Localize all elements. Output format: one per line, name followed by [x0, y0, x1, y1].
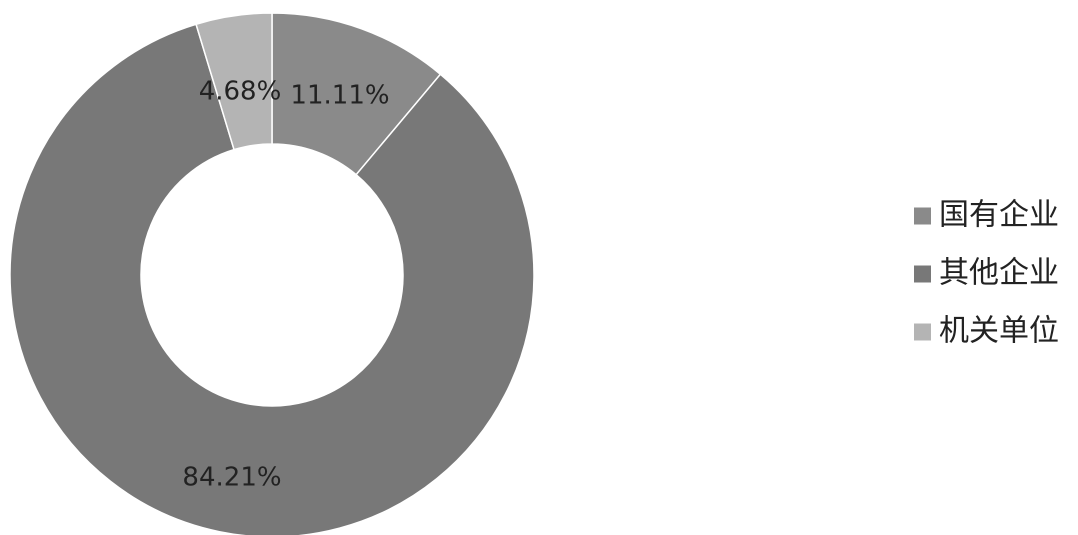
- data-label-2: 84.21%: [182, 463, 281, 493]
- legend-label-2: 其他企业: [939, 256, 1059, 291]
- slice-2: [9, 23, 535, 535]
- slice-labels: 11.11% 84.21% 4.68%: [182, 77, 389, 493]
- data-label-3: 4.68%: [199, 77, 282, 107]
- legend-swatch-1: [914, 207, 931, 225]
- legend-label-3: 机关单位: [939, 314, 1059, 349]
- legend-swatch-2: [914, 265, 931, 283]
- legend-item-2: 其他企业: [914, 256, 1059, 291]
- legend-item-1: 国有企业: [914, 198, 1059, 233]
- data-label-1: 11.11%: [290, 81, 389, 111]
- legend-item-3: 机关单位: [914, 314, 1059, 349]
- slice-3: [195, 12, 273, 151]
- donut-slices: [9, 12, 535, 535]
- legend-swatch-3: [914, 323, 931, 341]
- legend-label-1: 国有企业: [939, 198, 1059, 233]
